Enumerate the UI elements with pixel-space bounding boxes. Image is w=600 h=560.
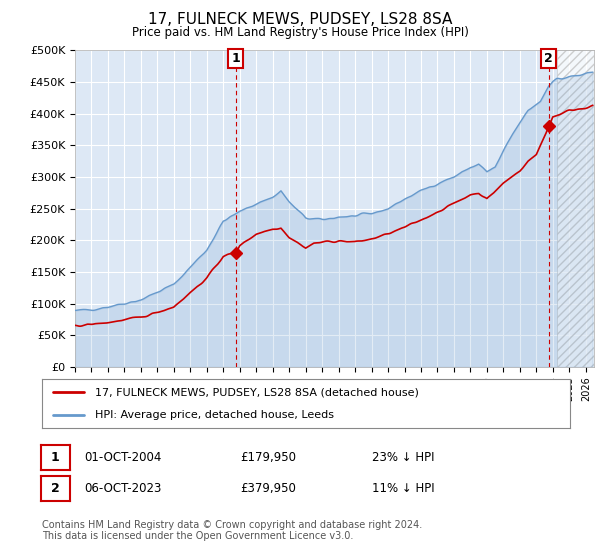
Text: 06-OCT-2023: 06-OCT-2023 [85,482,162,495]
Text: HPI: Average price, detached house, Leeds: HPI: Average price, detached house, Leed… [95,409,334,419]
Text: 17, FULNECK MEWS, PUDSEY, LS28 8SA (detached house): 17, FULNECK MEWS, PUDSEY, LS28 8SA (deta… [95,388,419,398]
Text: Contains HM Land Registry data © Crown copyright and database right 2024.
This d: Contains HM Land Registry data © Crown c… [42,520,422,542]
Text: 2: 2 [544,52,553,66]
Text: 01-OCT-2004: 01-OCT-2004 [85,451,162,464]
Text: £179,950: £179,950 [240,451,296,464]
Text: Price paid vs. HM Land Registry's House Price Index (HPI): Price paid vs. HM Land Registry's House … [131,26,469,39]
Text: 17, FULNECK MEWS, PUDSEY, LS28 8SA: 17, FULNECK MEWS, PUDSEY, LS28 8SA [148,12,452,27]
Text: 2: 2 [51,482,59,495]
Text: 1: 1 [51,451,59,464]
Text: 11% ↓ HPI: 11% ↓ HPI [372,482,434,495]
Text: 23% ↓ HPI: 23% ↓ HPI [372,451,434,464]
Text: 1: 1 [231,52,240,66]
Text: £379,950: £379,950 [240,482,296,495]
